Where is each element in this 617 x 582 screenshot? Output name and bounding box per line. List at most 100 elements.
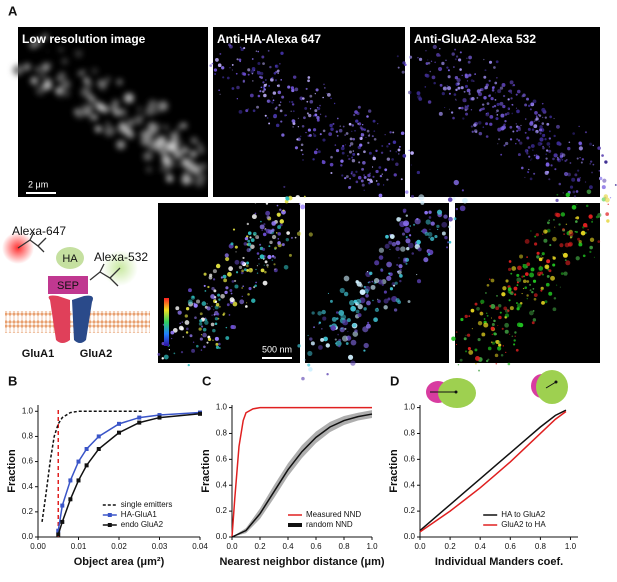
speckle: [256, 70, 261, 75]
speckle: [407, 300, 411, 304]
speckle: [476, 306, 480, 311]
speckle: [568, 241, 573, 247]
speckle: [160, 151, 166, 156]
speckle: [479, 311, 484, 316]
speckle: [249, 93, 254, 98]
x-tick-label: 0.03: [152, 542, 168, 551]
speckle: [455, 88, 458, 92]
speckle: [240, 271, 244, 275]
speckle: [544, 300, 548, 304]
speckle: [355, 309, 360, 314]
speckle: [441, 231, 446, 236]
speckle: [373, 317, 378, 323]
speckle: [181, 123, 187, 129]
speckle: [525, 272, 529, 276]
x-tick-label: 0.04: [192, 542, 208, 551]
speckle: [371, 280, 374, 283]
speckle: [405, 238, 411, 244]
speckle: [374, 260, 380, 266]
subunit-label: GluA2: [80, 348, 112, 360]
panel-label: C: [202, 373, 212, 388]
speckle: [343, 291, 349, 297]
speckle: [609, 197, 612, 199]
speckle: [341, 327, 343, 330]
speckle: [61, 58, 68, 65]
speckle: [514, 331, 517, 334]
speckle: [309, 337, 313, 341]
speckle: [580, 230, 586, 236]
x-tick-label: 0.4: [475, 542, 487, 551]
speckle: [321, 160, 326, 165]
speckle: [232, 228, 236, 231]
speckle: [97, 103, 106, 112]
speckle: [553, 134, 556, 138]
speckle: [438, 54, 441, 57]
speckle: [386, 261, 392, 268]
speckle: [159, 166, 166, 172]
speckle: [389, 150, 392, 152]
speckle: [579, 177, 581, 179]
speckle: [526, 152, 529, 155]
speckle: [589, 163, 591, 165]
speckle: [465, 350, 468, 353]
speckle: [368, 151, 372, 155]
speckle: [601, 154, 604, 157]
speckle: [214, 300, 218, 304]
speckle: [508, 299, 511, 302]
speckle: [248, 286, 252, 291]
point: [157, 413, 162, 418]
speckle: [199, 319, 203, 323]
speckle: [158, 101, 169, 112]
speckle: [545, 157, 548, 160]
speckle: [297, 344, 301, 348]
speckle: [251, 298, 256, 303]
speckle: [336, 117, 339, 120]
speckle: [527, 104, 531, 108]
speckle: [95, 125, 102, 133]
speckle: [290, 86, 295, 90]
speckle: [526, 136, 530, 140]
speckle: [346, 318, 351, 323]
speckle: [494, 332, 497, 336]
speckle: [541, 107, 546, 113]
speckle: [327, 292, 329, 294]
speckle: [367, 173, 371, 178]
speckle: [296, 231, 302, 236]
speckle: [362, 160, 366, 165]
speckle: [335, 342, 337, 345]
speckle: [447, 197, 453, 202]
speckle: [336, 134, 339, 137]
speckle: [508, 260, 512, 263]
speckle: [476, 97, 479, 99]
speckle: [250, 244, 255, 249]
speckle: [558, 182, 562, 186]
speckle: [244, 236, 249, 241]
speckle: [217, 63, 222, 68]
speckle: [541, 116, 544, 119]
speckle: [211, 314, 213, 316]
speckle: [579, 157, 581, 159]
speckle: [604, 197, 610, 203]
speckle: [475, 130, 478, 134]
image-frame: [158, 203, 300, 363]
speckle: [229, 289, 233, 292]
speckle: [531, 128, 535, 131]
point: [157, 415, 162, 420]
speckle: [361, 167, 365, 171]
speckle: [493, 104, 497, 108]
speckle: [516, 138, 519, 141]
speckle: [241, 295, 243, 297]
speckle: [199, 163, 207, 171]
x-tick-label: 1.0: [366, 542, 378, 551]
speckle: [228, 266, 233, 272]
speckle: [194, 316, 197, 320]
speckle: [277, 225, 282, 230]
speckle: [451, 336, 456, 341]
speckle: [350, 172, 353, 175]
speckle: [262, 280, 268, 286]
speckle: [591, 221, 593, 223]
speckle: [556, 141, 561, 146]
speckle: [546, 170, 550, 174]
speckle: [342, 125, 345, 128]
speckle: [344, 144, 347, 146]
